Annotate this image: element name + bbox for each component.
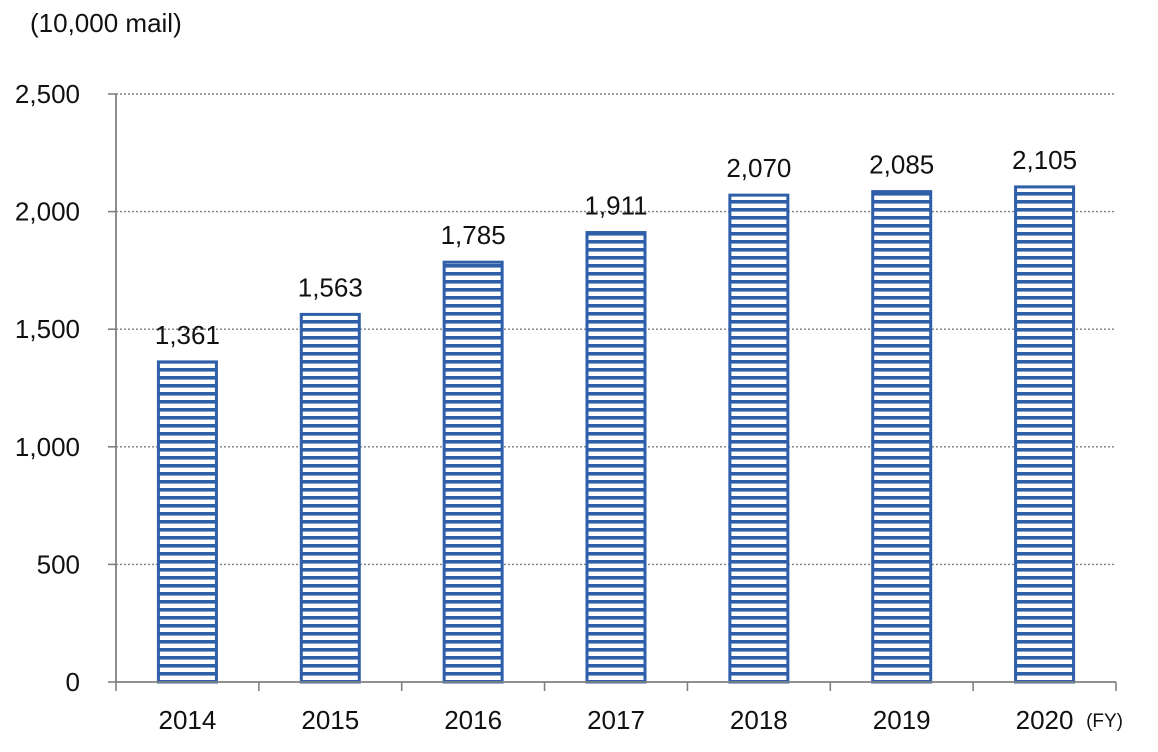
x-tick-label: 2020 [1016, 705, 1074, 735]
data-label: 2,085 [869, 150, 934, 180]
bar [156, 360, 218, 684]
y-axis: 0 500 1,000 1,500 2,000 2,500 [15, 79, 117, 697]
x-tick-label: 2019 [873, 705, 931, 735]
data-label: 1,563 [298, 272, 363, 302]
x-tick-label: 2017 [587, 705, 645, 735]
y-tick-label: 2,000 [15, 197, 80, 227]
y-tick-label: 1,500 [15, 314, 80, 344]
bar [299, 312, 361, 684]
bar [1014, 185, 1076, 684]
data-label: 1,361 [155, 320, 220, 350]
data-label: 1,911 [584, 191, 647, 221]
x-tick-label: 2016 [444, 705, 502, 735]
y-tick-label: 1,000 [15, 432, 80, 462]
x-unit-label: (FY) [1086, 711, 1123, 732]
bar [442, 260, 504, 684]
bar [585, 231, 647, 684]
y-tick-label: 0 [66, 667, 80, 697]
unit-label: (10,000 mail) [30, 8, 182, 38]
x-tick-label: 2018 [730, 705, 788, 735]
bars: 1,361 1,563 1,785 1,911 2,070 2,085 2,105 [155, 145, 1077, 684]
x-tick-label: 2015 [301, 705, 359, 735]
x-axis: 2014 2015 2016 2017 2018 2019 2020 [115, 681, 1117, 735]
y-tick-label: 500 [37, 549, 80, 579]
data-label: 2,070 [726, 153, 791, 183]
data-label: 2,105 [1012, 145, 1077, 175]
bar [871, 190, 933, 684]
y-tick-label: 2,500 [15, 79, 80, 109]
x-tick-label: 2014 [159, 705, 217, 735]
data-label: 1,785 [441, 220, 506, 250]
bar [728, 193, 790, 684]
